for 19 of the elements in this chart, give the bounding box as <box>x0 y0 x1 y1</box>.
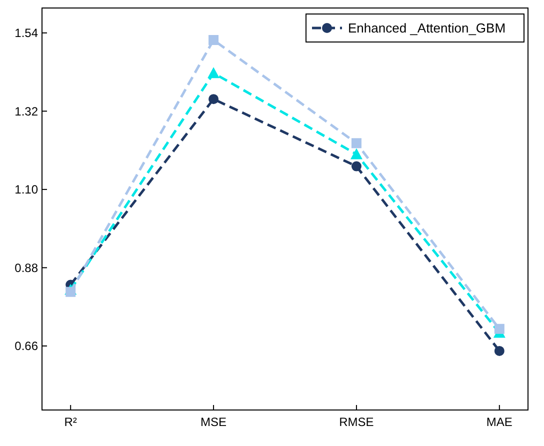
point <box>494 324 504 334</box>
point <box>208 35 219 46</box>
y-tick-label: 1.32 <box>14 104 38 118</box>
y-tick-label: 1.10 <box>14 182 38 197</box>
x-tick-label: RMSE <box>339 415 374 429</box>
x-tick-label: MSE <box>200 415 227 429</box>
point <box>350 148 362 160</box>
point <box>494 346 504 356</box>
x-tick-label: R² <box>64 415 77 429</box>
point <box>351 138 362 148</box>
point <box>351 161 362 172</box>
point <box>66 286 76 297</box>
legend-label: Enhanced _Attention_GBM <box>348 20 506 36</box>
y-tick-label: 1.54 <box>14 26 38 40</box>
x-tick-label: MAE <box>486 415 512 429</box>
point <box>208 94 219 104</box>
point <box>208 67 220 78</box>
y-tick-label: 0.66 <box>14 339 38 354</box>
y-tick-label: 0.88 <box>14 260 38 275</box>
